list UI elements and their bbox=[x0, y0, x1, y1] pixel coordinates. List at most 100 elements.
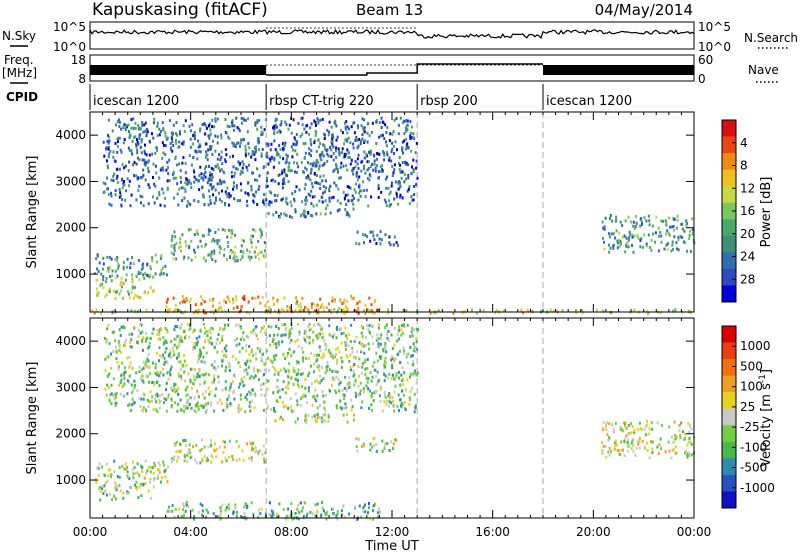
data-cell bbox=[102, 140, 105, 144]
data-cell bbox=[335, 156, 338, 159]
data-cell bbox=[608, 446, 611, 450]
data-cell bbox=[252, 353, 254, 357]
data-cell bbox=[110, 402, 113, 406]
data-cell bbox=[347, 199, 350, 203]
data-cell bbox=[387, 311, 390, 315]
data-cell bbox=[179, 301, 181, 305]
data-cell bbox=[369, 174, 372, 178]
data-cell bbox=[235, 116, 238, 120]
data-cell bbox=[195, 443, 198, 447]
data-cell bbox=[581, 308, 584, 312]
data-cell bbox=[294, 143, 297, 147]
data-cell bbox=[336, 346, 339, 350]
data-cell bbox=[398, 156, 401, 160]
data-cell bbox=[412, 198, 415, 202]
data-cell bbox=[312, 204, 315, 208]
data-cell bbox=[213, 374, 216, 378]
data-cell bbox=[151, 275, 154, 279]
data-cell bbox=[158, 384, 161, 387]
data-cell bbox=[209, 176, 212, 180]
data-cell bbox=[613, 444, 616, 448]
data-cell bbox=[143, 272, 146, 276]
data-cell bbox=[135, 198, 138, 202]
data-cell bbox=[158, 193, 161, 197]
data-cell bbox=[341, 147, 344, 151]
data-cell bbox=[355, 182, 357, 186]
data-cell bbox=[120, 373, 123, 377]
data-cell bbox=[321, 195, 324, 199]
data-cell bbox=[213, 449, 216, 453]
data-cell bbox=[231, 454, 234, 458]
data-cell bbox=[412, 132, 415, 136]
data-cell bbox=[639, 239, 642, 243]
data-cell bbox=[358, 138, 361, 141]
data-cell bbox=[143, 149, 146, 153]
data-cell bbox=[225, 344, 228, 348]
data-cell bbox=[224, 203, 226, 207]
data-cell bbox=[299, 404, 302, 408]
data-cell bbox=[224, 456, 227, 460]
data-cell bbox=[208, 122, 211, 126]
data-cell bbox=[383, 400, 386, 404]
data-cell bbox=[197, 311, 200, 315]
cpid-segment-label: rbsp CT-trig 220 bbox=[269, 94, 374, 109]
data-cell bbox=[161, 187, 164, 191]
data-cell bbox=[220, 133, 223, 137]
data-cell bbox=[256, 346, 259, 350]
data-cell bbox=[675, 226, 678, 230]
data-cell bbox=[106, 383, 109, 387]
data-cell bbox=[406, 119, 409, 123]
data-cell bbox=[189, 456, 192, 460]
data-cell bbox=[266, 184, 269, 188]
data-cell bbox=[139, 331, 142, 335]
data-cell bbox=[156, 380, 159, 384]
data-cell bbox=[607, 232, 610, 236]
data-cell bbox=[216, 163, 219, 167]
data-cell bbox=[359, 194, 362, 198]
data-cell bbox=[370, 195, 373, 199]
data-cell bbox=[242, 239, 245, 243]
data-cell bbox=[247, 300, 250, 304]
data-cell bbox=[650, 239, 653, 242]
colorbar-tick-label: 20 bbox=[740, 227, 755, 241]
data-cell bbox=[203, 203, 206, 207]
data-cell bbox=[277, 152, 280, 156]
data-cell bbox=[552, 309, 555, 313]
data-cell bbox=[154, 366, 157, 370]
data-cell bbox=[197, 145, 200, 149]
data-cell bbox=[256, 119, 259, 123]
data-cell bbox=[132, 163, 135, 167]
data-cell bbox=[107, 141, 110, 145]
data-cell bbox=[193, 131, 196, 135]
data-cell bbox=[250, 184, 253, 188]
data-cell bbox=[166, 360, 169, 364]
data-cell bbox=[407, 176, 410, 180]
data-cell bbox=[125, 164, 127, 168]
freq-trace bbox=[90, 63, 694, 76]
data-cell bbox=[262, 326, 265, 330]
data-cell bbox=[684, 241, 687, 245]
data-cell bbox=[401, 366, 404, 370]
data-cell bbox=[344, 326, 347, 330]
data-cell bbox=[358, 341, 361, 345]
data-cell bbox=[655, 215, 658, 219]
data-cell bbox=[309, 141, 312, 145]
data-cell bbox=[158, 191, 161, 194]
data-cell bbox=[352, 172, 355, 176]
data-cell bbox=[346, 420, 349, 424]
data-cell bbox=[244, 191, 247, 195]
data-cell bbox=[117, 267, 120, 271]
data-cell bbox=[674, 434, 677, 438]
data-cell bbox=[297, 509, 300, 513]
data-cell bbox=[381, 164, 383, 168]
data-cell bbox=[408, 403, 411, 406]
data-cell bbox=[201, 123, 204, 127]
data-cell bbox=[179, 245, 182, 249]
data-cell bbox=[128, 486, 131, 490]
data-cell bbox=[287, 180, 290, 184]
data-cell bbox=[168, 308, 171, 311]
data-cell bbox=[374, 166, 377, 170]
data-cell bbox=[106, 139, 109, 143]
data-cell bbox=[111, 274, 114, 278]
